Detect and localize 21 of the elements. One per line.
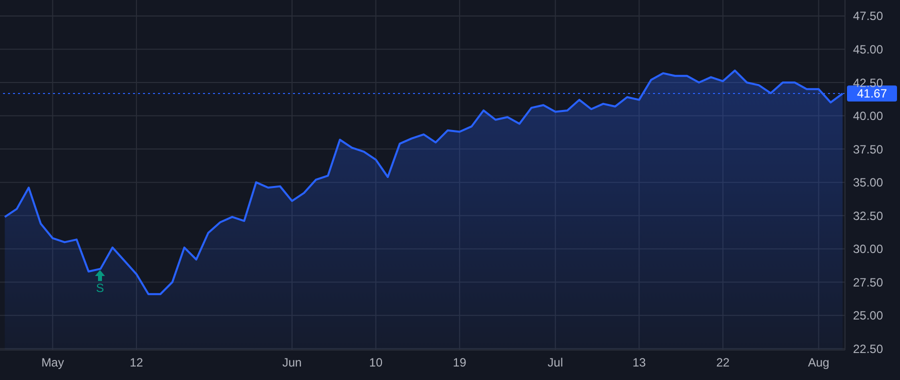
x-tick-label: Aug [808,356,830,370]
y-tick-label: 32.50 [853,208,884,223]
x-tick-label: 12 [130,356,144,370]
x-tick-label: Jun [282,356,302,370]
x-tick-label: 13 [632,356,646,370]
y-tick-label: 27.50 [853,275,884,290]
y-tick-label: 22.50 [853,342,884,356]
x-tick-label: 10 [369,356,383,370]
y-tick-label: 25.00 [853,308,884,323]
x-tick-label: 19 [452,356,467,370]
y-tick-label: 35.00 [853,176,884,190]
x-tick-label: May [41,356,64,370]
y-tick-label: 37.50 [853,142,884,156]
y-tick-label: 47.50 [853,9,884,24]
x-tick-label: Jul [548,356,564,370]
y-tick-label: 30.00 [853,242,884,256]
x-tick-label: 22 [716,356,730,370]
annotation: S [96,281,104,295]
y-tick-label: 40.00 [853,109,884,124]
y-tick-label: 45.00 [853,42,884,56]
ref-line-label: 41.67 [856,86,888,101]
